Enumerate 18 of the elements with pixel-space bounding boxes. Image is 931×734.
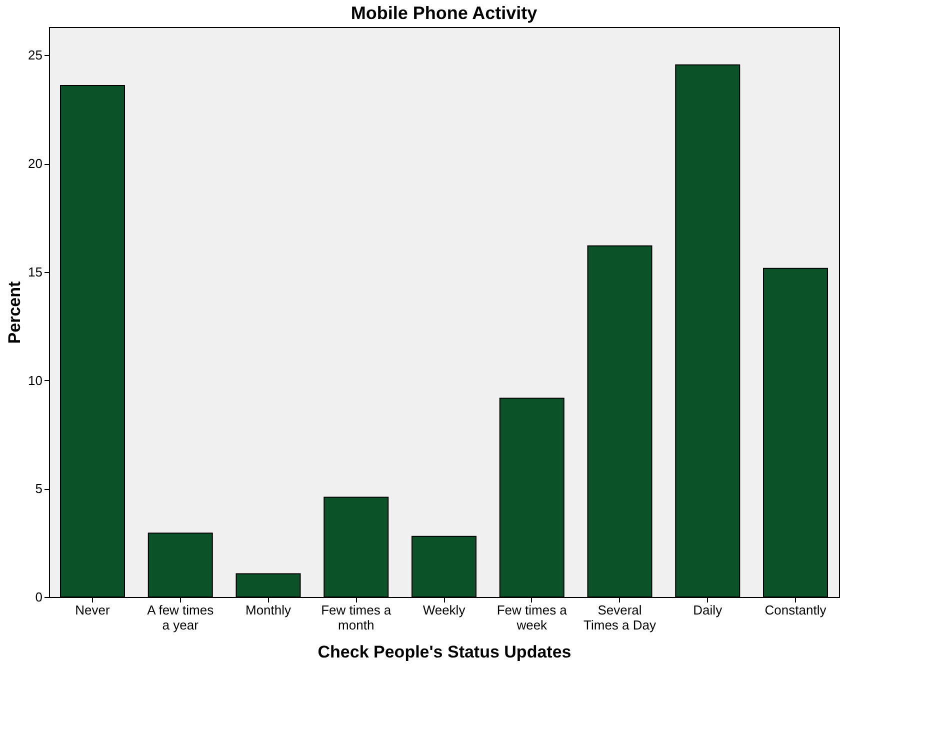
y-tick-label: 5: [35, 481, 42, 496]
x-tick-label: Few times a week: [496, 602, 568, 632]
x-axis-title: Check People's Status Updates: [318, 642, 572, 662]
x-tick-label: Weekly: [422, 602, 466, 618]
y-tick-label: 15: [28, 264, 42, 280]
y-tick-label: 0: [35, 590, 42, 604]
x-tick-label: Constantly: [764, 602, 827, 618]
x-tick-label: Several Times a Day: [584, 602, 656, 632]
x-tick-label: Never: [75, 602, 111, 618]
x-tick-label: Daily: [693, 602, 723, 618]
x-tick-label: Monthly: [245, 602, 292, 618]
y-tick-label: 25: [28, 48, 42, 63]
y-axis-title: Percent: [5, 280, 24, 344]
chart-title: Mobile Phone Activity: [350, 3, 538, 23]
y-tick-label: 20: [28, 156, 42, 172]
y-tick-label: 10: [28, 372, 42, 388]
x-tick-label: A few times a year: [147, 602, 214, 632]
x-tick-label: Few times a month: [321, 602, 392, 632]
